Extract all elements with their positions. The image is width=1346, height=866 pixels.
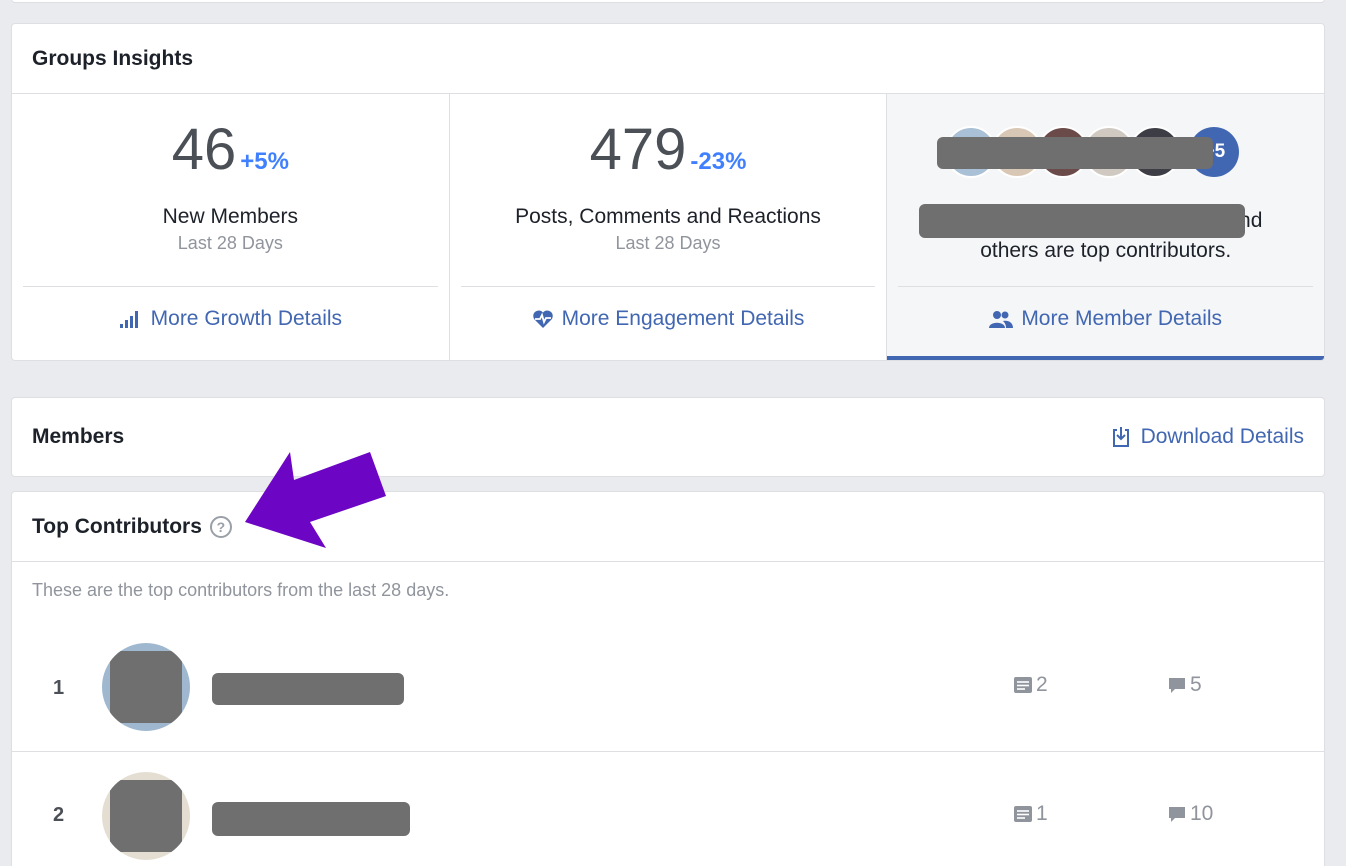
previous-card (11, 0, 1325, 3)
top-contributors-description: These are the top contributors from the … (32, 580, 450, 600)
comment-icon (1169, 807, 1185, 822)
posts-value: 2 (1036, 673, 1048, 696)
new-members-change: +5% (240, 148, 289, 175)
more-growth-details-label: More Growth Details (150, 307, 343, 330)
download-icon (1112, 427, 1129, 447)
new-members-label: New Members (162, 205, 299, 228)
more-engagement-details-link[interactable]: More Engagement Details (450, 307, 887, 331)
download-details-link[interactable]: Download Details (1111, 425, 1304, 449)
comments-count: 5 (1167, 673, 1202, 697)
new-members-panel: 46 +5% New Members Last 28 Days More Grow… (12, 94, 450, 360)
engagement-count: 479 (589, 117, 687, 182)
contributor-row: 1 2 5 (12, 624, 1324, 752)
comment-icon (1169, 678, 1185, 693)
posts-count: 1 (1013, 802, 1048, 826)
more-member-details-link[interactable]: More Member Details (887, 307, 1324, 331)
contributor-rank: 2 (53, 804, 65, 826)
help-icon[interactable]: ? (209, 515, 232, 538)
posts-count: 2 (1013, 673, 1048, 697)
engagement-period: Last 28 Days (615, 233, 721, 253)
members-title: Members (32, 425, 125, 448)
top-contributors-title: Top Contributors (32, 514, 202, 538)
more-avatars-badge[interactable]: +5 (1189, 127, 1240, 177)
people-icon (989, 311, 1014, 328)
more-growth-details-link[interactable]: More Growth Details (12, 307, 449, 331)
contributor-rank: 1 (53, 677, 65, 699)
engagement-panel: 479 -23% Posts, Comments and Reactions La… (450, 94, 888, 360)
posts-value: 1 (1036, 802, 1048, 825)
top-contributors-panel: +5 and others are top contributors. More… (887, 94, 1324, 360)
bar-chart-icon (119, 311, 138, 328)
more-engagement-details-label: More Engagement Details (561, 307, 805, 330)
avatar[interactable] (102, 772, 190, 860)
divider (23, 286, 438, 287)
top-contributors-header: Top Contributors ? (12, 492, 1324, 562)
engagement-label: Posts, Comments and Reactions (515, 205, 821, 228)
insights-header: Groups Insights (12, 24, 1324, 94)
engagement-change: -23% (690, 148, 747, 175)
post-icon (1014, 806, 1032, 822)
insights-title: Groups Insights (32, 46, 194, 70)
redacted-name[interactable] (212, 673, 404, 705)
comments-value: 5 (1190, 673, 1202, 696)
divider (460, 286, 876, 287)
contributor-row: 2 1 10 (12, 752, 1324, 866)
divider (898, 286, 1314, 287)
post-icon (1014, 677, 1032, 693)
redacted-names (919, 204, 1246, 238)
download-details-label: Download Details (1140, 425, 1304, 448)
new-members-period: Last 28 Days (177, 233, 283, 253)
more-member-details-label: More Member Details (1021, 307, 1223, 330)
top-contributors-card: Top Contributors ? These are the top con… (11, 491, 1325, 866)
active-tab-indicator (887, 356, 1324, 360)
redacted-name[interactable] (212, 802, 410, 836)
comments-count: 10 (1167, 802, 1213, 826)
summary-line2: others are top contributors. (980, 239, 1232, 262)
groups-insights-card: Groups Insights 46 +5% New Members Last 2… (11, 23, 1325, 361)
members-card: Members Download Details (11, 397, 1325, 477)
redacted-names (937, 137, 1214, 169)
heart-pulse-icon (532, 310, 553, 328)
annotation-arrow-icon (245, 452, 386, 548)
avatar[interactable] (102, 643, 190, 731)
new-members-count: 46 (171, 117, 237, 182)
comments-value: 10 (1190, 802, 1214, 825)
